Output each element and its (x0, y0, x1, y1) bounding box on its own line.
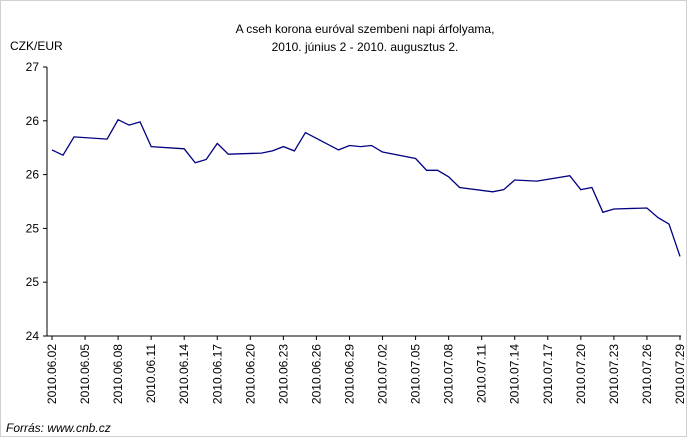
y-axis-label: CZK/EUR (10, 39, 63, 53)
x-tick-label: 2010.06.20 (243, 344, 257, 404)
source-note: Forrás: www.cnb.cz (6, 421, 111, 435)
x-tick-label: 2010.07.23 (607, 344, 621, 404)
x-tick-label: 2010.06.02 (45, 344, 59, 404)
x-tick-label: 2010.06.17 (210, 344, 224, 404)
x-tick-label: 2010.07.02 (376, 344, 390, 404)
y-tick-label: 26 (26, 114, 40, 128)
y-tick-label: 25 (26, 275, 40, 289)
x-tick-label: 2010.07.17 (541, 344, 555, 404)
x-tick-label: 2010.07.20 (574, 344, 588, 404)
x-tick-label: 2010.07.08 (442, 344, 456, 404)
x-tick-label: 2010.06.23 (276, 344, 290, 404)
chart-title: A cseh korona euróval szembeni napi árfo… (236, 22, 495, 36)
x-tick-label: 2010.07.26 (640, 344, 654, 404)
x-tick-label: 2010.06.14 (177, 344, 191, 404)
y-tick-label: 26 (26, 168, 40, 182)
y-tick-label: 24 (26, 329, 40, 343)
x-tick-label: 2010.07.29 (673, 344, 687, 404)
x-tick-label: 2010.06.29 (342, 344, 356, 404)
y-tick-label: 27 (26, 60, 40, 74)
y-tick-label: 25 (26, 221, 40, 235)
series-line (51, 118, 681, 257)
x-tick-label: 2010.06.26 (309, 344, 323, 404)
x-tick-label: 2010.07.05 (409, 344, 423, 404)
x-tick-label: 2010.06.05 (78, 344, 92, 404)
x-tick-label: 2010.07.14 (508, 344, 522, 404)
x-tick-label: 2010.06.08 (111, 344, 125, 404)
x-tick-label: 2010.06.11 (144, 344, 158, 403)
x-tick-label: 2010.07.11 (475, 344, 489, 403)
chart-subtitle: 2010. június 2 - 2010. augusztus 2. (272, 40, 459, 54)
